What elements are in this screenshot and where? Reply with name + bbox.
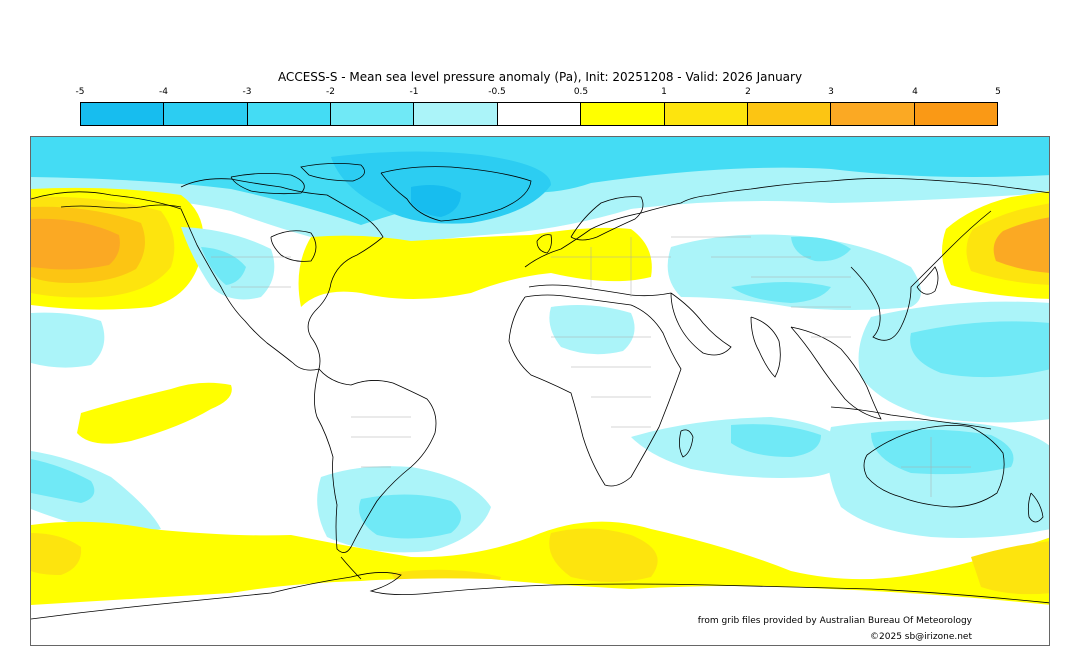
anomaly-arctic-light xyxy=(31,167,1049,249)
anomaly-sind-cyan2 xyxy=(731,424,821,457)
colorbar-segment xyxy=(914,103,997,125)
anomaly-eurasia-cyan2 xyxy=(791,236,851,262)
colorbar-tick: 3 xyxy=(828,87,834,97)
coast-australia xyxy=(863,425,1005,508)
colorbar-segment xyxy=(164,103,248,125)
coast-north-america xyxy=(31,178,384,371)
colorbar-segment xyxy=(831,103,915,125)
coast-uk xyxy=(536,234,552,254)
colorbar-segment xyxy=(747,103,832,125)
colorbar-tick: 0.5 xyxy=(573,87,589,97)
coast-new-zealand xyxy=(1027,492,1044,523)
world-map xyxy=(30,136,1050,646)
anomaly-namerica-cyan2 xyxy=(201,247,246,285)
colorbar-tick: -0.5 xyxy=(488,87,506,97)
coast-indonesia xyxy=(830,406,992,430)
colorbar-segment xyxy=(81,103,165,125)
anomaly-spac-cyan2 xyxy=(31,459,95,503)
coast-alaska xyxy=(60,204,182,209)
colorbar-tick: -4 xyxy=(159,87,168,97)
anomaly-eurasia-cyan xyxy=(667,234,921,310)
colorbar-tick: -1 xyxy=(409,87,419,97)
colorbar-tick: 4 xyxy=(912,87,918,97)
anomaly-aus-cyan2 xyxy=(871,429,1014,475)
coast-greenland xyxy=(380,166,532,222)
coast-antarctica xyxy=(31,572,1049,620)
coast-madagascar xyxy=(679,429,694,458)
colorbar-tick: -5 xyxy=(75,87,85,97)
anomaly-natl-yellow xyxy=(298,227,652,307)
source-credit: from grib files provided by Australian B… xyxy=(697,616,972,626)
colorbar-segment xyxy=(247,103,332,125)
colorbar-tick: 5 xyxy=(995,87,1001,97)
anomaly-southern-l2b xyxy=(971,541,1049,595)
colorbar-tick: -2 xyxy=(326,87,335,97)
anomaly-southern-l2c xyxy=(31,533,82,575)
coast-arabia xyxy=(670,292,732,356)
coast-india xyxy=(750,316,781,378)
country-borders xyxy=(211,236,971,497)
colorbar-segment xyxy=(497,103,582,125)
colorbar-tick: -3 xyxy=(242,87,252,97)
anomaly-cpac-yellow xyxy=(77,382,232,444)
colorbar-segment xyxy=(581,103,665,125)
coast-africa xyxy=(508,294,682,487)
anomaly-southern-l2a xyxy=(549,528,658,582)
anomaly-nafrica-cyan xyxy=(549,305,635,355)
anomaly-npac-l4 xyxy=(31,218,120,270)
coast-europe xyxy=(524,177,1049,268)
coast-archipelago-1 xyxy=(230,173,305,195)
colorbar-segment xyxy=(664,103,748,125)
colorbar xyxy=(80,102,998,126)
coast-mediterranean xyxy=(528,284,672,297)
coast-scandinavia xyxy=(570,196,644,241)
coast-hudson xyxy=(270,230,317,262)
colorbar-segment xyxy=(414,103,498,125)
map-svg xyxy=(31,137,1049,645)
anomaly-eurasia-cyan3 xyxy=(731,282,831,303)
anomaly-satl-cyan2 xyxy=(359,494,461,539)
colorbar-segment xyxy=(331,103,415,125)
anomaly-epac-cyan xyxy=(31,312,105,368)
coast-japan xyxy=(916,266,939,295)
anomaly-greenland-core xyxy=(411,185,461,217)
coast-east-asia xyxy=(850,210,992,341)
coast-south-america xyxy=(314,368,437,553)
colorbar-ticks: -5 -4 -3 -2 -1 -0.5 0.5 1 2 3 4 5 xyxy=(76,86,1001,100)
copyright-credit: ©2025 sb@irizone.net xyxy=(870,632,972,642)
coast-antarctic-peninsula xyxy=(340,556,362,580)
coast-se-asia xyxy=(790,326,882,420)
coastlines xyxy=(31,163,1049,620)
coast-archipelago-2 xyxy=(300,163,365,182)
anomaly-wpac-cyan2 xyxy=(910,321,1049,378)
map-title: ACCESS-S - Mean sea level pressure anoma… xyxy=(277,70,803,84)
colorbar-tick: 1 xyxy=(661,87,667,97)
colorbar-tick: 2 xyxy=(745,87,751,97)
anomaly-antarctica-white xyxy=(31,578,1049,645)
anomaly-nwpac-l3 xyxy=(993,217,1049,273)
